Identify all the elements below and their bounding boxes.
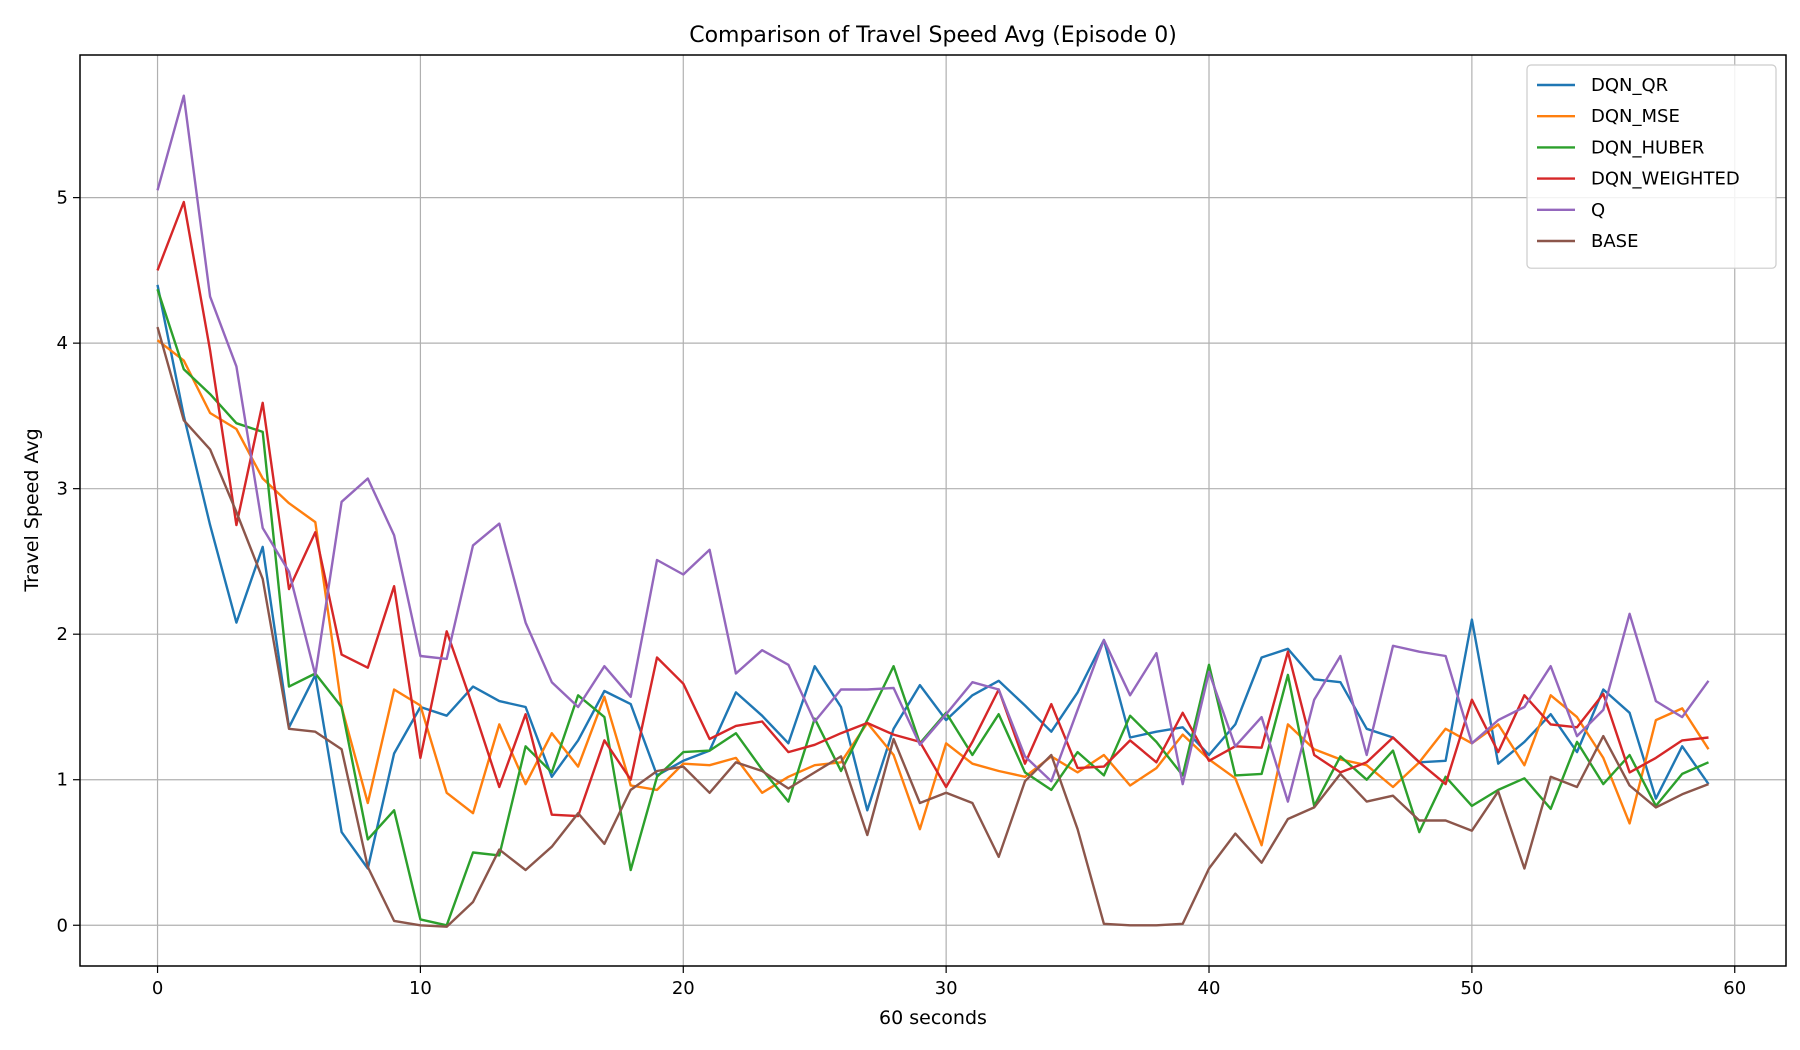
legend-label-base: BASE — [1591, 231, 1638, 252]
legend-label-dqn-qr: DQN_QR — [1591, 75, 1668, 96]
series-line-dqn-mse — [156, 339, 1710, 847]
y-tick-label: 1 — [57, 770, 68, 791]
legend-label-dqn-huber: DQN_HUBER — [1591, 137, 1704, 158]
y-tick-label: 0 — [57, 915, 68, 936]
series-line-dqn-qr — [156, 284, 1710, 870]
y-axis-label: Travel Speed Avg — [21, 428, 43, 592]
series-layer — [156, 94, 1710, 928]
series-line-q — [156, 94, 1710, 803]
x-axis-label: 60 seconds — [879, 1007, 987, 1029]
y-tick-label: 2 — [57, 624, 68, 645]
x-tick-label: 10 — [409, 978, 432, 999]
x-tick-label: 40 — [1198, 978, 1221, 999]
legend-label-dqn-weighted: DQN_WEIGHTED — [1591, 169, 1740, 190]
series-line-dqn-weighted — [156, 200, 1709, 818]
y-tick-label: 5 — [57, 188, 68, 209]
chart-title: Comparison of Travel Speed Avg (Episode … — [689, 23, 1177, 48]
series-line-base — [156, 326, 1709, 928]
x-tick-label: 0 — [152, 978, 163, 999]
legend-label-dqn-mse: DQN_MSE — [1591, 106, 1680, 127]
plot-area-frame — [79, 54, 1787, 967]
x-tick-label: 20 — [672, 978, 695, 999]
y-tick-label: 3 — [57, 479, 68, 500]
axis-ticks: 0 10 20 30 40 50 60 0 1 2 3 4 5 — [57, 188, 1747, 999]
legend-label-q: Q — [1591, 200, 1605, 221]
y-tick-label: 4 — [57, 333, 68, 354]
x-tick-label: 60 — [1723, 978, 1746, 999]
legend-box — [1526, 64, 1777, 269]
legend: DQN_QR DQN_MSE DQN_HUBER DQN_WEIGHTED Q BASE — [1526, 64, 1777, 269]
grid — [80, 55, 1786, 966]
x-tick-label: 50 — [1460, 978, 1483, 999]
x-tick-label: 30 — [935, 978, 958, 999]
